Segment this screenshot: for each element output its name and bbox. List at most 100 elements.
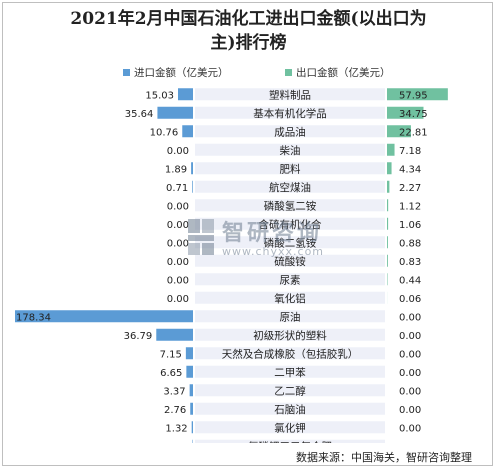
bar-import [189, 384, 193, 397]
data-label-import: 10.76 [150, 127, 179, 138]
category-band [195, 88, 385, 101]
data-source-note: 数据来源：中国海关，智研咨询整理 [296, 451, 472, 464]
bar-export [387, 106, 424, 119]
category-label: 航空煤油 [269, 181, 311, 194]
category-label: 尿素 [280, 273, 301, 286]
data-label-export: 1.12 [399, 201, 421, 212]
bar-export [387, 143, 395, 156]
data-label-export: 0.00 [399, 405, 421, 416]
data-label-import: 178.34 [16, 312, 51, 323]
bar-import [192, 180, 193, 193]
category-band [195, 125, 385, 138]
data-label-export: 0.06 [399, 294, 421, 305]
bar-export [387, 180, 390, 193]
bar-export [387, 88, 448, 101]
category-label: 二甲苯 [274, 366, 306, 379]
data-label-import: 1.32 [165, 423, 187, 434]
bar-import [186, 365, 193, 378]
category-label: 氯化钾 [274, 421, 306, 434]
chart-frame: 2021年2月中国石油化工进出口金额(以出口为 主)排行榜 进口金额（亿美元） … [2, 2, 493, 466]
category-label: 磷酸二氢铵 [264, 236, 317, 249]
bar-chart: 15.03 57.95 塑料制品 35.64 34.75 基本有机化学品 10.76 22.8… [15, 88, 448, 443]
data-label-import: 2.76 [164, 405, 186, 416]
bar-import [157, 106, 193, 119]
data-label-import: 0.00 [167, 275, 189, 286]
category-band [195, 236, 385, 249]
bar-import [191, 421, 193, 434]
data-label-export: 1.06 [399, 220, 421, 231]
data-label-export: 22.81 [399, 127, 428, 138]
data-label-export: 2.27 [399, 183, 421, 194]
data-label-export: 0.00 [399, 349, 421, 360]
data-label-import: 1.89 [165, 164, 187, 175]
category-band [195, 310, 385, 323]
category-label: 成品油 [274, 125, 306, 138]
category-band [195, 384, 385, 397]
bar-import [15, 310, 193, 323]
data-label-export: 7.18 [399, 146, 421, 157]
data-label-export: 57.95 [399, 90, 428, 101]
category-band [195, 199, 385, 212]
category-label: 肥料 [280, 162, 301, 175]
data-label-export: 0.00 [399, 442, 421, 443]
data-label-export: 0.00 [399, 331, 421, 342]
category-label: 基本有机化学品 [253, 107, 327, 120]
legend-label-export: 出口金额（亿美元） [296, 67, 391, 79]
bar-export [387, 217, 389, 230]
data-label-import: 0.00 [167, 257, 189, 268]
bar-export [387, 199, 389, 212]
category-band [195, 402, 385, 415]
category-band [195, 162, 385, 175]
data-label-export: 0.00 [399, 386, 421, 397]
data-label-export: 0.44 [399, 275, 421, 286]
bar-import [182, 125, 193, 138]
data-label-export: 0.00 [399, 312, 421, 323]
category-band [195, 106, 385, 119]
category-label: 原油 [280, 310, 301, 323]
category-label: 氧化铝 [274, 292, 306, 305]
data-label-import: 3.37 [163, 386, 185, 397]
data-label-import: 0.51 [166, 442, 188, 443]
bar-export [387, 125, 411, 138]
legend-label-import: 进口金额（亿美元） [134, 67, 229, 79]
category-label: 石脑油 [274, 403, 306, 416]
data-label-export: 4.34 [399, 164, 421, 175]
category-band [195, 254, 385, 267]
data-label-import: 7.15 [160, 349, 182, 360]
data-label-import: 0.00 [167, 201, 189, 212]
legend-item-export: 出口金额（亿美元） [285, 65, 391, 80]
data-label-export: 0.00 [399, 423, 421, 434]
category-label: 乙二醇 [274, 384, 306, 397]
data-label-import: 0.00 [167, 238, 189, 249]
bar-import [156, 328, 193, 341]
data-label-import: 35.64 [125, 109, 154, 120]
bar-export [387, 254, 388, 267]
category-label: 天然及合成橡胶（包括胶乳） [222, 347, 359, 360]
data-label-import: 6.65 [160, 368, 182, 379]
category-band [195, 143, 385, 156]
data-label-import: 0.00 [167, 146, 189, 157]
category-band [195, 273, 385, 286]
chart-title-line1: 2021年2月中国石油化工进出口金额(以出口为 [70, 9, 427, 29]
data-label-import: 0.71 [166, 183, 188, 194]
data-label-import: 0.00 [167, 220, 189, 231]
data-label-import: 36.79 [124, 331, 153, 342]
bar-export [387, 162, 392, 175]
chart-legend: 进口金额（亿美元） 出口金额（亿美元） [3, 65, 494, 81]
category-band [195, 365, 385, 378]
bar-import [177, 88, 193, 101]
data-label-export: 0.88 [399, 238, 421, 249]
category-label: 含硫有机化合 [259, 218, 322, 231]
category-label: 氯磷钾三元复合肥 [248, 440, 332, 443]
legend-swatch-import [123, 68, 130, 76]
bar-import [190, 402, 193, 415]
category-label: 初级形状的塑料 [253, 329, 327, 342]
data-label-export: 34.75 [399, 109, 428, 120]
category-band [195, 180, 385, 193]
category-band [195, 217, 385, 230]
category-band [195, 439, 385, 443]
category-band [195, 291, 385, 304]
legend-item-import: 进口金额（亿美元） [123, 65, 229, 80]
bar-import [192, 439, 193, 443]
bar-import [191, 162, 193, 175]
